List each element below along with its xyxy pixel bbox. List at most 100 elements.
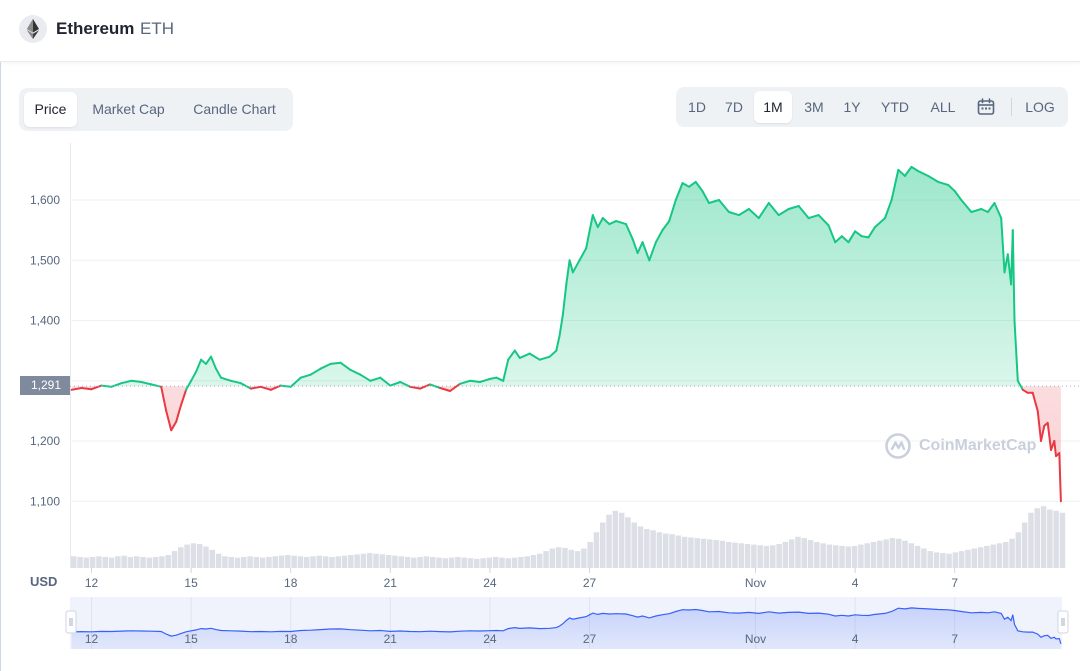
price-segment — [439, 387, 452, 392]
volume-bar — [606, 514, 612, 568]
log-scale-toggle[interactable]: LOG — [1025, 99, 1055, 115]
price-segment — [555, 334, 561, 352]
price-segment — [565, 259, 571, 286]
volume-bar — [562, 547, 568, 568]
price-segment — [980, 208, 989, 213]
price-segment — [429, 383, 442, 389]
volume-bar — [895, 538, 902, 568]
volume-bar — [914, 545, 921, 568]
volume-bar — [530, 555, 537, 568]
range-all-button[interactable]: ALL — [930, 99, 956, 115]
price-segment — [220, 376, 232, 382]
price-segment — [608, 220, 618, 226]
y-axis: 1,100 1,200 1,400 1,500 1,600 — [30, 193, 60, 508]
volume-bar — [927, 551, 933, 568]
volume-bar — [253, 556, 260, 568]
tab-candle-chart[interactable]: Candle Chart — [193, 101, 276, 117]
tab-market-cap[interactable]: Market Cap — [92, 101, 165, 117]
price-segment — [694, 180, 704, 192]
volume-bar — [310, 556, 316, 568]
navigator-right-handle[interactable] — [1057, 610, 1069, 634]
price-segment — [1036, 409, 1042, 442]
x-tick-label: 21 — [384, 576, 398, 590]
volume-bar — [1059, 512, 1066, 568]
price-segment — [160, 385, 168, 412]
volume-bar — [996, 543, 1003, 568]
volume-bar — [877, 540, 883, 568]
navigator-tick-label: Nov — [745, 632, 766, 646]
volume-bar — [83, 557, 90, 568]
navigator-area — [71, 607, 1061, 649]
price-segment — [120, 379, 133, 385]
price-segment — [718, 199, 730, 213]
price-segment — [319, 362, 332, 370]
volume-bar — [285, 555, 291, 568]
price-segment — [568, 259, 574, 274]
x-tick-label: Nov — [745, 576, 766, 590]
price-segment — [571, 259, 581, 274]
volume-bar — [178, 547, 184, 568]
watermark-text: CoinMarketCap — [919, 437, 1037, 454]
volume-bar — [71, 556, 77, 568]
price-segment — [661, 220, 671, 232]
price-segment — [513, 349, 521, 359]
volume-bar — [656, 532, 663, 568]
price-segment — [601, 217, 611, 226]
price-segment — [681, 182, 691, 188]
price-segment — [469, 379, 481, 383]
volume-bar — [291, 555, 297, 568]
volume-bar — [398, 556, 404, 568]
volume-bar — [121, 555, 127, 568]
volume-bar — [518, 556, 524, 568]
coin-symbol: ETH — [140, 19, 174, 38]
volume-bar — [801, 538, 808, 568]
navigator-left-handle[interactable] — [65, 610, 77, 634]
volume-bar — [744, 543, 751, 568]
volume-bar — [429, 556, 436, 568]
volume-bar — [1003, 542, 1009, 568]
range-1m-button[interactable]: 1M — [754, 91, 792, 123]
price-segment — [636, 241, 644, 254]
volume-bar — [266, 556, 272, 568]
coinmarketcap-watermark: CoinMarketCap — [884, 432, 1036, 462]
volume-bar — [278, 555, 285, 568]
volume-bar — [971, 548, 978, 568]
volume-bar — [222, 556, 228, 568]
volume-bar — [921, 548, 927, 568]
volume-bar — [492, 556, 499, 568]
volume-bar — [795, 536, 801, 568]
range-navigator[interactable]: 12 15 18 21 24 27 Nov 4 7 — [65, 597, 1069, 649]
volume-bar — [814, 542, 820, 568]
volume-bar — [669, 534, 675, 568]
volume-bar — [96, 556, 102, 568]
range-3m-button[interactable]: 3M — [804, 99, 824, 115]
price-segment — [641, 241, 651, 262]
range-ytd-button[interactable]: YTD — [881, 99, 909, 115]
price-segment — [239, 382, 252, 390]
volume-bar — [751, 544, 757, 568]
range-1d-button[interactable]: 1D — [688, 99, 706, 115]
volume-bar — [1021, 522, 1028, 568]
price-area-down — [71, 386, 1061, 502]
volume-bar — [190, 543, 197, 568]
tab-price[interactable]: Price — [24, 92, 77, 127]
range-1y-button[interactable]: 1Y — [843, 99, 861, 115]
volume-bar — [889, 538, 896, 568]
coinmarketcap-logo-icon — [885, 433, 911, 459]
volume-bar — [700, 538, 707, 568]
volume-bar — [788, 539, 795, 568]
range-7d-button[interactable]: 7D — [725, 99, 743, 115]
volume-bar — [883, 539, 889, 568]
volume-bar — [549, 548, 556, 568]
price-segment — [140, 381, 153, 386]
price-segment — [215, 367, 222, 379]
volume-bar — [486, 557, 493, 568]
calendar-icon[interactable] — [976, 97, 996, 122]
price-segment — [200, 358, 207, 365]
price-segment — [309, 367, 322, 376]
x-tick-label: 7 — [951, 576, 958, 590]
price-segment — [339, 361, 352, 371]
panel-border — [0, 62, 1, 671]
price-segment — [578, 247, 588, 262]
volume-bar — [115, 556, 121, 568]
